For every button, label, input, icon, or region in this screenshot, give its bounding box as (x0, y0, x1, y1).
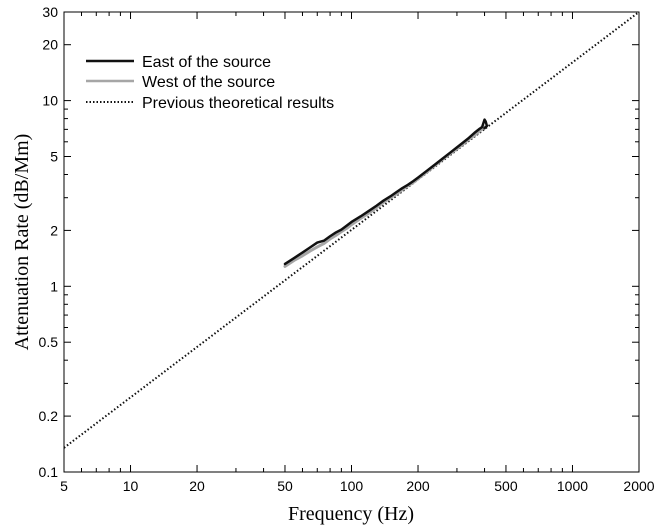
x-tick-label: 500 (494, 478, 518, 494)
y-tick-label: 10 (42, 93, 58, 109)
y-tick-label: 30 (42, 4, 58, 20)
y-axis-label: Attenuation Rate (dB/Mm) (11, 134, 33, 351)
x-axis-label: Frequency (Hz) (288, 503, 414, 525)
y-tick-label: 2 (50, 222, 58, 238)
y-tick-label: 5 (50, 149, 58, 165)
series-east-line (283, 118, 489, 266)
y-tick-label: 20 (42, 37, 58, 53)
series-layer (63, 11, 640, 449)
y-tick-label: 1 (50, 278, 58, 294)
y-tick-label: 0.2 (39, 408, 59, 424)
x-tick-label: 10 (123, 478, 139, 494)
x-tick-label: 20 (189, 478, 205, 494)
x-tick-label: 1000 (557, 478, 588, 494)
x-tick-label: 2000 (623, 478, 654, 494)
tick-layer: 5 10 20 50 100 200 500 1000 2000 0.1 0.2 0.5 1 2 5 10 20… (39, 4, 655, 494)
x-tick-label: 100 (340, 478, 364, 494)
y-tick-label: 0.1 (39, 464, 59, 480)
legend: East of the source West of the source Pr… (86, 54, 334, 112)
legend-label-theory: Previous theoretical results (142, 95, 334, 112)
y-tick-label: 0.5 (39, 334, 59, 350)
x-tick-label: 50 (277, 478, 293, 494)
x-tick-label: 200 (406, 478, 430, 494)
x-tick-label: 5 (60, 478, 68, 494)
legend-label-east: East of the source (142, 54, 271, 71)
legend-label-west: West of the source (142, 74, 275, 91)
